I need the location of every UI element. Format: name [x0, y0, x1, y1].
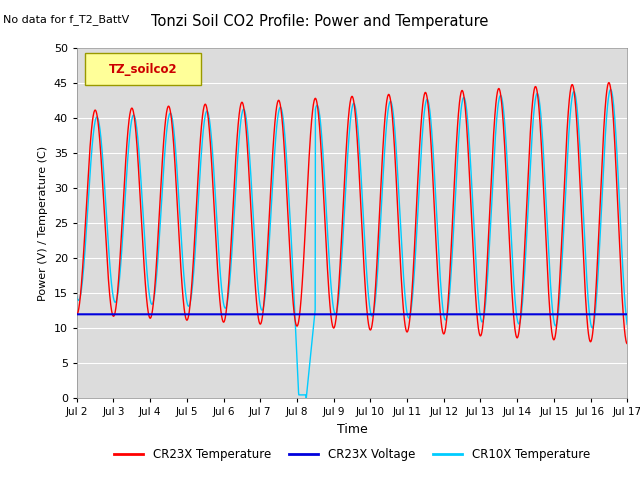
Y-axis label: Power (V) / Temperature (C): Power (V) / Temperature (C) [38, 145, 48, 301]
Legend: CR23X Temperature, CR23X Voltage, CR10X Temperature: CR23X Temperature, CR23X Voltage, CR10X … [109, 444, 595, 466]
FancyBboxPatch shape [85, 53, 201, 85]
Text: Tonzi Soil CO2 Profile: Power and Temperature: Tonzi Soil CO2 Profile: Power and Temper… [151, 14, 489, 29]
Text: TZ_soilco2: TZ_soilco2 [109, 62, 177, 75]
X-axis label: Time: Time [337, 423, 367, 436]
Text: No data for f_T2_BattV: No data for f_T2_BattV [3, 14, 129, 25]
